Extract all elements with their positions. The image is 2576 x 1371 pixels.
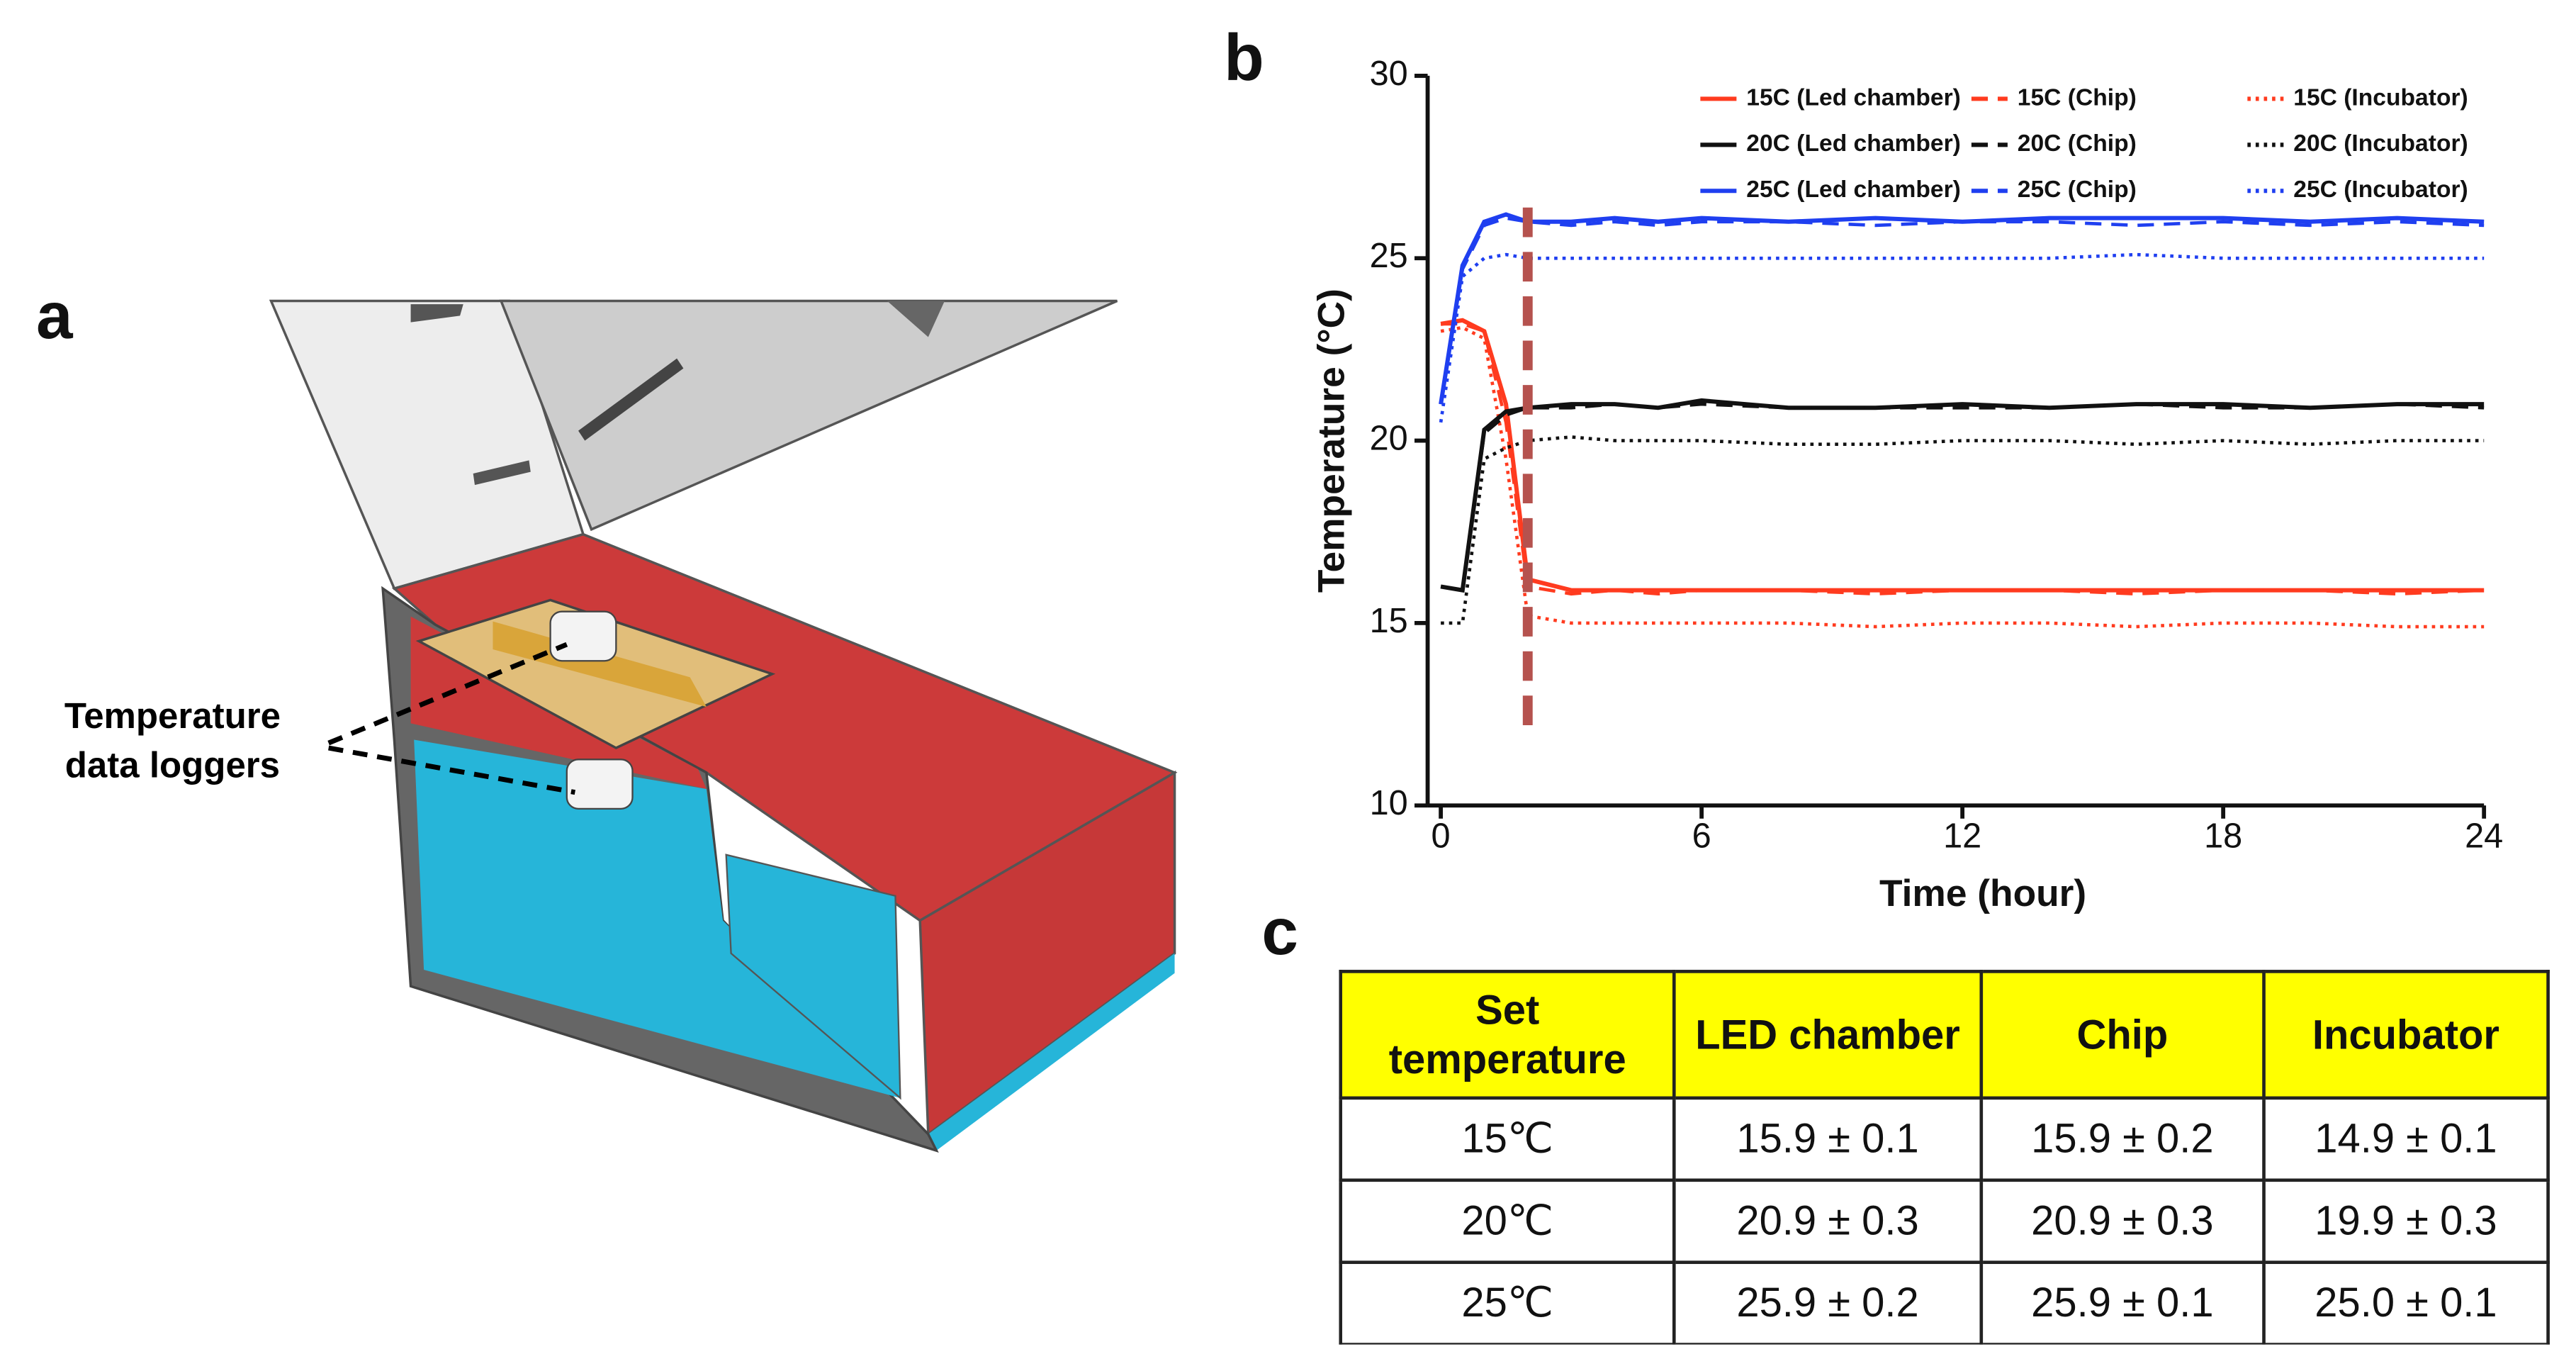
- x-tick-label: 24: [2465, 817, 2503, 855]
- series-line: [1440, 325, 2485, 629]
- table-cell: 15.9 ± 0.1: [1672, 1096, 1983, 1182]
- series-line: [1439, 252, 2485, 423]
- table-row: 25℃ 25.9 ± 0.2 25.9 ± 0.1 25.0 ± 0.1: [1339, 1260, 2550, 1345]
- table-cell: 25℃: [1339, 1260, 1677, 1345]
- line-chart: Time (hour) Temperature (°C) 10 15 20 25 30 0…: [1310, 55, 2503, 914]
- header-cell: Chip: [1979, 970, 2266, 1100]
- header-cell: Incubator: [2262, 970, 2550, 1100]
- panel-label: c: [1261, 895, 1298, 968]
- table-row: 20℃ 20.9 ± 0.3 20.9 ± 0.3 19.9 ± 0.3: [1339, 1178, 2550, 1265]
- legend-label: 20C (Incubator): [2293, 130, 2468, 157]
- legend-label: 20C (Chip): [2018, 130, 2137, 157]
- series-line: [1441, 435, 2485, 625]
- table-cell: 25.9 ± 0.1: [1979, 1260, 2266, 1345]
- legend-label: 15C (Incubator): [2293, 84, 2468, 111]
- table-cell: 20.9 ± 0.3: [1672, 1178, 1983, 1265]
- callout-label: Temperature: [64, 695, 281, 736]
- x-tick-label: 6: [1692, 817, 1711, 855]
- header-cell: LED chamber: [1672, 970, 1983, 1100]
- table-cell: 25.9 ± 0.2: [1672, 1260, 1983, 1345]
- series-line: [1440, 318, 2485, 593]
- table-header-row: Set temperature LED chamber Chip Incubator: [1339, 970, 2550, 1100]
- series-line: [1440, 402, 2485, 593]
- table-cell: 15.9 ± 0.2: [1979, 1096, 2266, 1182]
- y-tick-label: 10: [1370, 784, 1408, 822]
- y-tick-label: 30: [1370, 55, 1408, 93]
- callout-label: data loggers: [65, 744, 280, 785]
- x-axis-label: Time (hour): [1879, 873, 2086, 914]
- legend-label: 20C (Led chamber): [1746, 130, 1961, 157]
- legend-label: 15C (Led chamber): [1746, 84, 1961, 111]
- y-tick-label: 20: [1370, 419, 1408, 457]
- table-row: 15℃ 15.9 ± 0.1 15.9 ± 0.2 14.9 ± 0.1: [1339, 1096, 2550, 1182]
- header-cell: Set temperature: [1339, 970, 1677, 1100]
- x-tick-label: 12: [1943, 817, 1981, 855]
- y-axis-label: Temperature (°C): [1310, 289, 1352, 593]
- table-cell: 15℃: [1339, 1096, 1677, 1182]
- series-line: [1441, 322, 2485, 596]
- legend-label: 25C (Chip): [2018, 177, 2137, 203]
- legend-label: 25C (Led chamber): [1746, 177, 1961, 203]
- legend-label: 25C (Incubator): [2293, 177, 2468, 203]
- table: Set temperature LED chamber Chip Incubator 1…: [1339, 970, 2550, 1345]
- y-tick-label: 15: [1370, 602, 1408, 640]
- table-cell: 19.9 ± 0.3: [2262, 1178, 2550, 1265]
- table-cell: 20℃: [1339, 1178, 1677, 1265]
- y-tick-label: 25: [1370, 237, 1408, 275]
- table-cell: 14.9 ± 0.1: [2262, 1096, 2550, 1182]
- x-tick-label: 18: [2204, 817, 2242, 855]
- panel-label: b: [1224, 21, 1264, 94]
- table-cell: 25.0 ± 0.1: [2262, 1260, 2550, 1345]
- x-tick-label: 0: [1432, 817, 1451, 855]
- device-illustration: Temperature data loggers: [64, 299, 1178, 1153]
- panel-label: a: [36, 279, 74, 352]
- table-wrap: Set temperature LED chamber Chip Incubator 1…: [1339, 970, 2551, 1345]
- series-line: [1439, 212, 2485, 405]
- series-line: [1440, 398, 2485, 593]
- legend-label: 15C (Chip): [2018, 84, 2137, 111]
- table-cell: 20.9 ± 0.3: [1979, 1178, 2266, 1265]
- series-line: [1439, 216, 2485, 405]
